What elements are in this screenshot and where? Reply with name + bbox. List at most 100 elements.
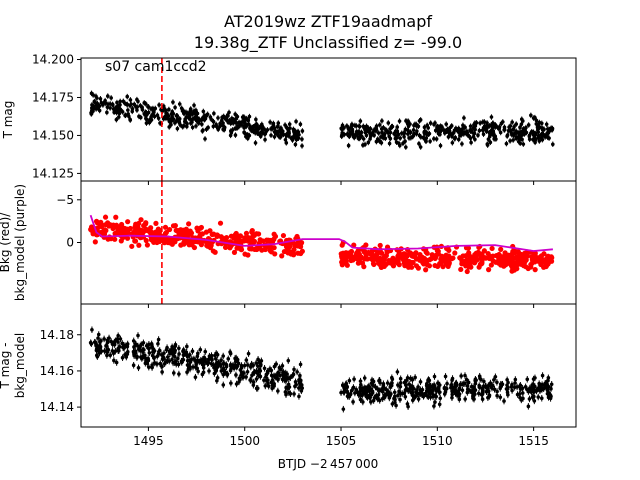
data-point: [276, 370, 281, 375]
data-point: [194, 360, 198, 365]
data-point: [459, 374, 463, 378]
data-point: [166, 226, 173, 233]
data-point: [406, 261, 412, 267]
data-point: [135, 108, 139, 112]
data-point: [354, 124, 359, 128]
data-point: [361, 389, 365, 394]
data-point: [102, 214, 109, 220]
data-point: [104, 344, 109, 348]
data-point: [146, 105, 151, 109]
data-point: [243, 122, 248, 126]
data-point: [96, 332, 101, 337]
data-point: [138, 115, 143, 120]
data-point: [399, 131, 404, 136]
data-point: [97, 108, 102, 113]
data-point: [536, 126, 541, 131]
data-point: [116, 348, 120, 353]
data-point: [498, 395, 503, 400]
data-point: [203, 359, 208, 364]
panel-top-frame: [80, 57, 577, 182]
data-point: [222, 368, 227, 373]
data-point: [551, 142, 555, 147]
data-point: [228, 362, 233, 367]
data-point: [177, 352, 181, 356]
data-point: [371, 254, 377, 260]
data-point: [472, 258, 478, 264]
data-point: [219, 369, 224, 373]
data-point: [300, 144, 304, 148]
data-point: [417, 119, 422, 123]
data-point: [165, 114, 170, 119]
data-point: [272, 130, 277, 134]
data-point: [152, 355, 156, 360]
data-point: [376, 131, 381, 135]
data-point: [414, 390, 418, 395]
data-point: [219, 358, 223, 363]
data-point: [428, 391, 432, 396]
data-point: [349, 388, 354, 393]
data-point: [120, 355, 125, 360]
data-point: [229, 366, 233, 371]
data-point: [380, 119, 384, 123]
data-point: [171, 100, 175, 104]
data-point: [460, 388, 465, 393]
data-point: [199, 118, 204, 122]
y-tick-label: 14.18: [40, 328, 74, 342]
data-point: [465, 390, 470, 395]
data-point: [177, 346, 181, 351]
data-point: [187, 231, 194, 237]
data-point: [246, 351, 251, 356]
data-point: [284, 132, 289, 137]
data-point: [401, 257, 407, 263]
data-point: [428, 139, 432, 144]
data-point: [146, 356, 150, 361]
data-point: [396, 254, 402, 260]
data-point: [142, 348, 146, 352]
data-point: [91, 93, 95, 97]
data-point: [371, 261, 377, 268]
data-point: [449, 383, 453, 387]
data-point: [214, 122, 218, 127]
data-point: [185, 124, 189, 129]
panel-middle: −5 0 Bkg (red)/bkg_model (purple): [0, 180, 577, 308]
data-point: [141, 355, 145, 360]
data-point: [255, 130, 259, 135]
data-point: [486, 267, 492, 273]
data-point: [258, 131, 263, 136]
data-point: [492, 387, 497, 392]
data-point: [352, 377, 356, 381]
data-point: [450, 140, 455, 145]
data-point: [394, 140, 399, 145]
data-point: [105, 94, 110, 98]
data-point: [101, 103, 105, 107]
data-point: [234, 116, 239, 121]
data-point: [107, 222, 113, 228]
data-point: [409, 253, 415, 259]
data-point: [183, 119, 188, 124]
data-point: [453, 135, 458, 140]
data-point: [105, 353, 109, 358]
data-point: [131, 363, 136, 368]
data-point: [248, 365, 253, 369]
data-point: [291, 247, 297, 253]
data-point: [539, 132, 543, 137]
data-point: [209, 361, 214, 366]
data-point: [254, 377, 259, 381]
data-point: [386, 121, 391, 125]
data-point: [358, 397, 363, 402]
data-point: [159, 353, 164, 357]
data-point: [220, 236, 226, 242]
data-point: [202, 114, 207, 118]
data-point: [171, 117, 176, 121]
data-point: [247, 246, 253, 252]
data-point: [516, 253, 523, 259]
data-point: [443, 374, 448, 379]
data-point: [110, 102, 115, 107]
data-point: [240, 374, 245, 379]
data-point: [346, 143, 351, 148]
data-point: [132, 353, 136, 358]
data-point: [402, 134, 406, 139]
data-point: [212, 371, 217, 376]
data-point: [184, 353, 189, 357]
